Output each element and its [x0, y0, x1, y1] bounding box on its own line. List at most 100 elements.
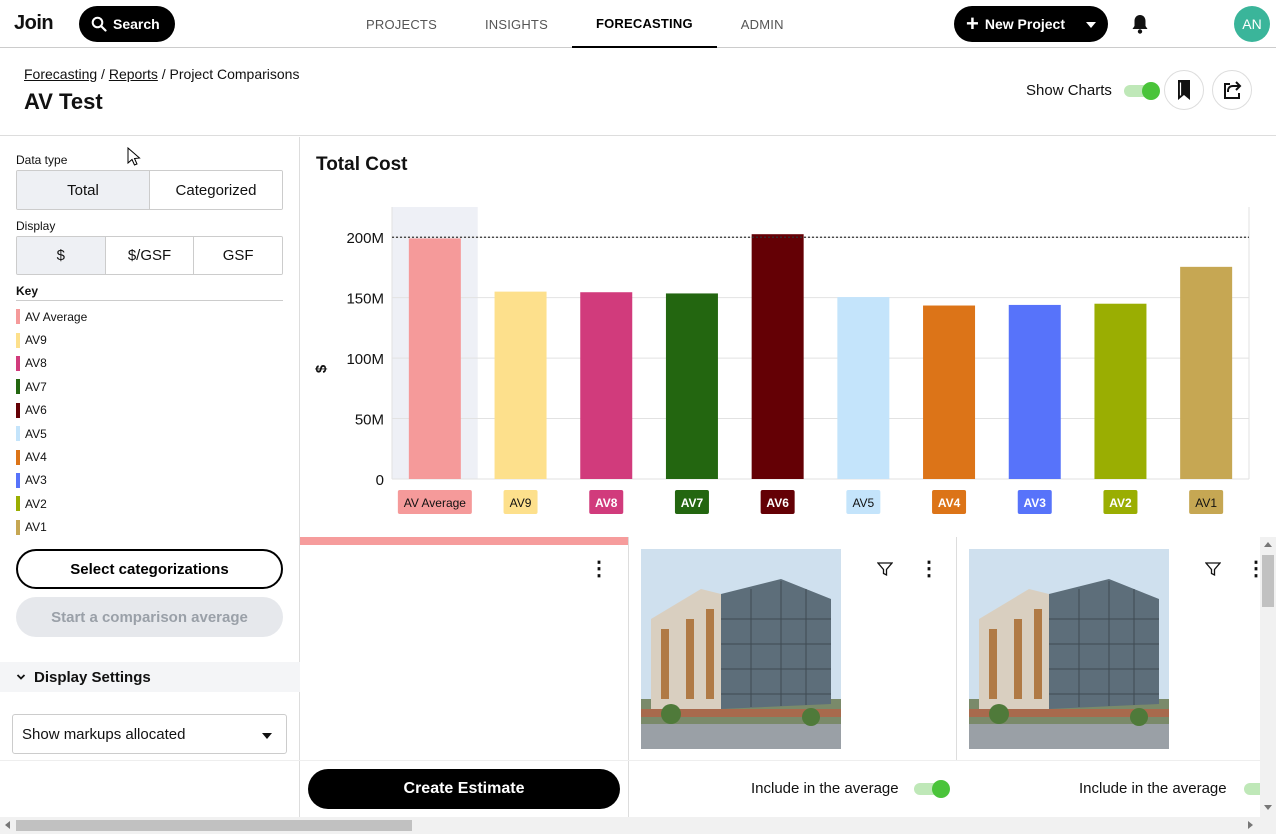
key-item: AV4	[16, 445, 87, 468]
show-charts-toggle[interactable]	[1124, 82, 1160, 100]
avatar[interactable]: AN	[1234, 6, 1270, 42]
markups-select-value: Show markups allocated	[22, 725, 186, 743]
average-card: ⋮	[300, 537, 629, 760]
key-list: AV Average AV9 AV8 AV7 AV6 AV5 AV4 AV3 AV2 AV1	[16, 305, 87, 539]
nav-projects[interactable]: PROJECTS	[366, 16, 437, 32]
x-tick-badge	[1103, 490, 1138, 514]
key-item-label: AV7	[25, 379, 47, 394]
new-project-button[interactable]: + New Project	[954, 6, 1108, 42]
y-tick-label: 0	[376, 472, 384, 489]
total-cost-chart: 0 50M 100M 150M 200M $ AV Average AV9 AV8 AV7 AV6 A…	[313, 207, 1250, 514]
search-button[interactable]: Search	[79, 6, 175, 42]
project-card: ⋮	[957, 537, 1266, 760]
vertical-scroll-thumb[interactable]	[1262, 555, 1274, 607]
key-swatch	[16, 332, 20, 348]
share-icon	[1224, 81, 1242, 99]
breadcrumb-separator: /	[157, 66, 170, 82]
data-type-label: Data type	[16, 153, 68, 167]
x-tick-label: AV Average	[404, 496, 467, 510]
key-item: AV6	[16, 399, 87, 422]
comparison-cards: ⋮ ⋮	[300, 537, 1266, 760]
markups-select[interactable]: Show markups allocated	[12, 714, 287, 754]
share-button[interactable]	[1212, 70, 1252, 110]
display-settings-label: Display Settings	[34, 668, 151, 686]
y-tick-label: 50M	[355, 412, 384, 429]
y-tick-label: 150M	[346, 291, 384, 308]
breadcrumb-forecasting[interactable]: Forecasting	[24, 66, 98, 82]
breadcrumb: Forecasting / Reports / Project Comparis…	[24, 66, 299, 82]
x-tick-badge	[674, 490, 709, 514]
plus-icon: +	[966, 11, 979, 36]
include-average-label: Include in the average	[751, 780, 899, 797]
project-image	[969, 549, 1169, 749]
key-item: AV9	[16, 328, 87, 351]
include-average-toggle[interactable]	[914, 780, 950, 798]
x-tick-label: AV6	[766, 496, 789, 510]
horizontal-scroll-thumb[interactable]	[16, 820, 412, 831]
nav-admin[interactable]: ADMIN	[740, 16, 784, 32]
bell-icon[interactable]	[1130, 13, 1150, 35]
scroll-up-icon[interactable]	[1264, 542, 1272, 547]
nav-forecasting[interactable]: FORECASTING	[571, 0, 717, 48]
x-tick-badge	[932, 490, 967, 514]
sidebar: Data type Total Categorized Display $ $/…	[0, 137, 300, 537]
include-average-label: Include in the average	[1079, 780, 1227, 797]
bar-av2	[1094, 303, 1147, 479]
key-heading: Key	[16, 284, 283, 301]
display-settings-header[interactable]: Display Settings	[0, 662, 300, 692]
search-label: Search	[113, 16, 160, 32]
filter-icon[interactable]	[1205, 561, 1221, 577]
search-icon	[91, 16, 107, 32]
chevron-down-icon[interactable]	[1086, 22, 1096, 28]
x-tick-label: AV1	[1195, 496, 1217, 510]
breadcrumb-reports[interactable]: Reports	[108, 66, 158, 82]
average-color-bar	[300, 537, 628, 545]
vertical-scrollbar[interactable]	[1260, 537, 1276, 817]
x-tick-label: AV2	[1109, 496, 1132, 510]
nav-insights[interactable]: INSIGHTS	[484, 16, 548, 32]
bar-av-average	[408, 238, 461, 479]
key-item-label: AV Average	[25, 309, 88, 324]
data-type-total[interactable]: Total	[17, 171, 150, 209]
more-options-icon[interactable]: ⋮	[919, 558, 939, 580]
scroll-down-icon[interactable]	[1264, 805, 1272, 810]
key-item-label: AV1	[25, 520, 47, 535]
key-swatch	[16, 402, 20, 418]
filter-icon[interactable]	[877, 561, 893, 577]
x-tick-label: AV7	[681, 496, 704, 510]
display-dollar[interactable]: $	[17, 237, 106, 274]
include-average-toggle[interactable]	[1244, 783, 1260, 795]
x-tick-label: AV8	[595, 496, 618, 510]
key-item: AV5	[16, 422, 87, 445]
x-tick-badge	[1017, 490, 1052, 514]
breadcrumb-current: Project Comparisons	[169, 66, 300, 82]
bookmark-button[interactable]	[1164, 70, 1204, 110]
logo[interactable]: Join	[14, 12, 54, 34]
scroll-right-icon[interactable]	[1248, 821, 1253, 829]
footer-bar: Create Estimate Include in the average I…	[0, 760, 1260, 818]
scroll-left-icon[interactable]	[5, 821, 10, 829]
new-project-label: New Project	[984, 16, 1065, 32]
key-item-label: AV6	[25, 403, 47, 418]
start-comparison-average-button[interactable]: Start a comparison average	[16, 597, 283, 637]
display-per-gsf[interactable]: $/GSF	[105, 237, 195, 274]
x-tick-badge	[760, 490, 795, 514]
data-type-categorized[interactable]: Categorized	[150, 171, 282, 209]
key-item: AV Average	[16, 305, 87, 328]
page-title: AV Test	[24, 89, 103, 114]
create-estimate-button[interactable]: Create Estimate	[308, 769, 620, 809]
chart-panel: Total Cost 0 50M 100M 150M 200M $ AV Average AV…	[300, 137, 1276, 537]
more-options-icon[interactable]: ⋮	[589, 558, 609, 580]
display-gsf[interactable]: GSF	[194, 237, 282, 274]
bar-av6	[751, 234, 804, 479]
chart-title: Total Cost	[316, 154, 408, 175]
chevron-down-icon	[16, 674, 26, 680]
project-card: ⋮	[629, 537, 957, 760]
mouse-cursor	[127, 146, 141, 172]
key-swatch	[16, 496, 20, 512]
select-categorizations-button[interactable]: Select categorizations	[16, 549, 283, 589]
key-item-label: AV8	[25, 356, 47, 371]
horizontal-scrollbar[interactable]	[0, 817, 1276, 834]
x-tick-badge	[503, 490, 538, 514]
key-item: AV3	[16, 469, 87, 492]
